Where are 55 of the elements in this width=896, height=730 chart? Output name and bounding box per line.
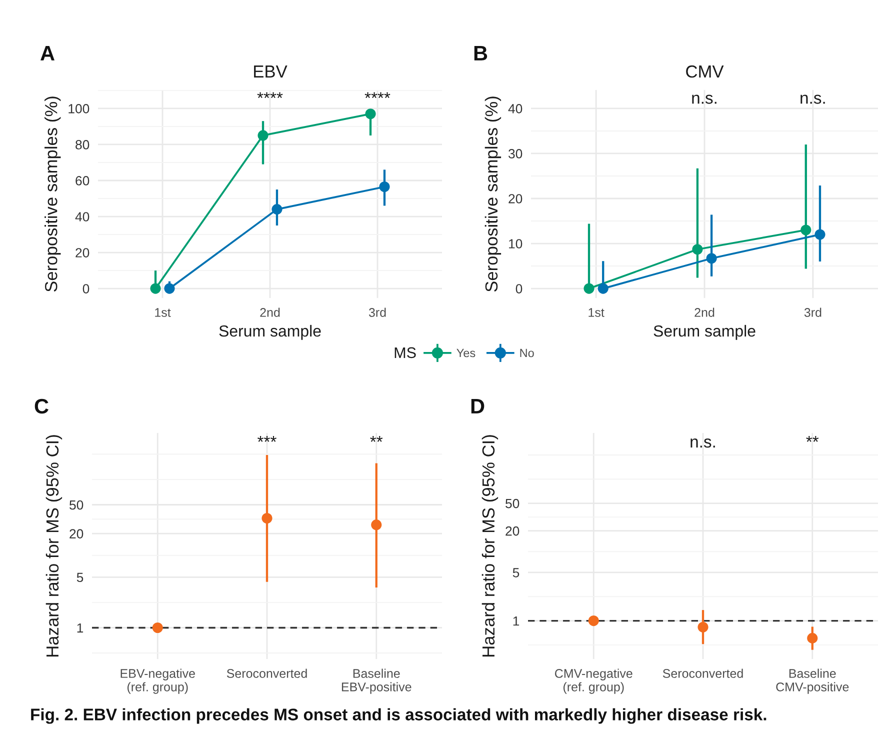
y-tick-label: 5 [76, 572, 84, 582]
x-tick-label: 2nd [694, 308, 714, 317]
text: B [474, 46, 488, 60]
x-tick-label: 3rd [368, 308, 386, 317]
x-tick-label: 1st [155, 308, 171, 317]
x-tick-label: 1st [588, 308, 604, 317]
y-tick-label: 80 [76, 140, 90, 150]
y-axis-title: Seropositive samples (%) [44, 96, 61, 292]
text: D [471, 399, 484, 414]
y-tick-label: 10 [509, 239, 522, 248]
y-tick-label: 40 [75, 212, 90, 222]
y-axis-title: Hazard ratio for MS (95% CI) [46, 435, 62, 656]
y-tick-label: 0 [516, 284, 522, 294]
annotation: n.s. [800, 94, 825, 104]
annotation: n.s. [690, 438, 715, 448]
y-tick-label: 30 [508, 149, 522, 158]
annotation: ** [806, 436, 819, 442]
x-tick-label: 3rd [804, 308, 822, 317]
legend-title: MS [394, 347, 416, 358]
y-tick-label: 20 [76, 248, 90, 258]
y-tick-label: 5 [512, 568, 520, 578]
legend-label: Yes [456, 348, 476, 358]
y-axis-title: Hazard ratio for MS (95% CI) [482, 435, 498, 656]
x-tick-label: Seroconverted [662, 668, 743, 678]
x-tick-label: CMV-negative (ref. group) [555, 668, 632, 694]
x-tick-label: Seroconverted [226, 668, 307, 678]
y-axis-title: Seropositive samples (%) [484, 96, 502, 292]
x-tick-label: Baseline EBV-positive [342, 668, 412, 694]
annotation: *** [258, 436, 276, 442]
x-tick-label: Baseline CMV-positive [776, 668, 849, 694]
y-tick-label: 1 [77, 623, 84, 633]
y-tick-label: 50 [70, 500, 84, 510]
annotation: **** [257, 92, 283, 98]
annotation: n.s. [692, 94, 716, 104]
y-tick-label: 20 [70, 529, 84, 538]
y-tick-label: 1 [513, 616, 520, 626]
y-tick-label: 0 [82, 284, 90, 294]
x-axis-title: Serum sample [219, 324, 321, 340]
y-tick-label: 40 [508, 104, 522, 114]
text: A [40, 46, 54, 60]
x-tick-label: EBV-negative (ref. group) [120, 668, 195, 694]
text: C [34, 398, 48, 414]
legend-label: No [520, 348, 534, 358]
y-tick-label: 20 [506, 526, 520, 536]
annotation: **** [364, 92, 390, 98]
chart-title: CMV [686, 65, 724, 78]
y-tick-label: 60 [76, 176, 90, 186]
x-tick-label: 2nd [260, 308, 280, 317]
y-tick-label: 100 [68, 104, 90, 114]
y-tick-label: 20 [508, 194, 522, 204]
y-tick-label: 50 [506, 498, 520, 508]
annotation: ** [370, 436, 383, 442]
x-axis-title: Serum sample [654, 324, 756, 340]
caption: Fig. 2. EBV infection precedes MS onset and is associated with markedly higher disease risk. [31, 708, 766, 724]
chart-title: EBV [254, 66, 288, 78]
